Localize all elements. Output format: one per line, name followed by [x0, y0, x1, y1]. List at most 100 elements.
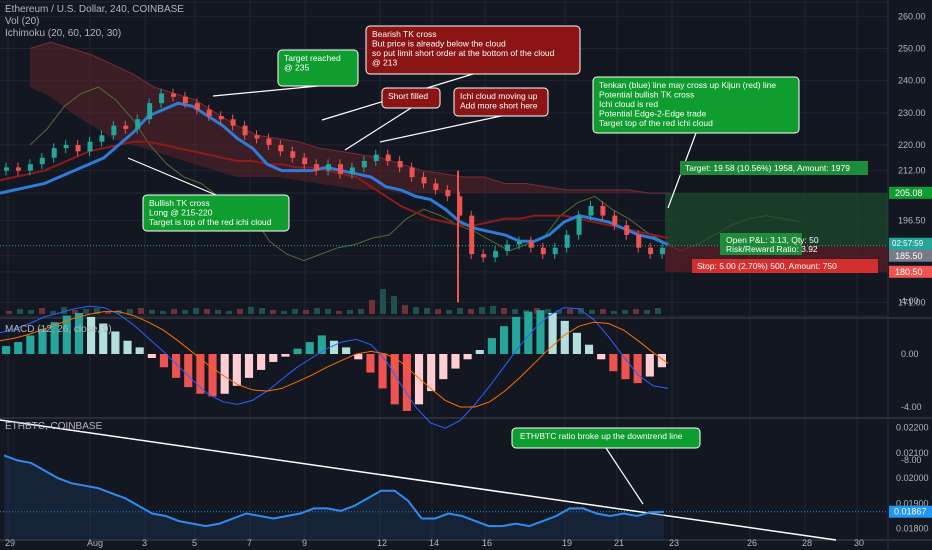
- pnl-label-text: Risk/Reward Ratio: 3.92: [726, 244, 818, 254]
- annotation-text: Ichi cloud moving up: [460, 91, 538, 101]
- volume-bar: [215, 310, 221, 314]
- macd-histogram-bar: [572, 332, 581, 354]
- candle-body: [397, 160, 403, 168]
- macd-histogram-bar: [111, 331, 120, 354]
- volume-bar: [259, 308, 265, 314]
- candle-body: [564, 234, 570, 248]
- volume-bar: [6, 311, 12, 314]
- macd-histogram-bar: [293, 348, 302, 354]
- candle-body: [314, 164, 320, 171]
- macd-y-tick: 4.00: [901, 296, 919, 306]
- x-tick: Aug: [87, 538, 103, 548]
- volume-bar: [512, 309, 518, 314]
- macd-histogram-bar: [584, 344, 594, 354]
- candle-body: [159, 93, 165, 104]
- price-tag-label: 205.08: [895, 188, 923, 198]
- candle-body: [39, 157, 45, 165]
- volume-bar: [61, 307, 67, 314]
- candle-body: [194, 103, 200, 110]
- x-tick: 29: [5, 538, 15, 548]
- annotation-text: But price is already below the cloud: [372, 39, 506, 49]
- candle-body: [660, 247, 666, 255]
- volume-bar: [556, 310, 562, 314]
- candle-body: [361, 160, 367, 168]
- volume-bar: [83, 309, 89, 314]
- x-tick: 26: [747, 538, 757, 548]
- volume-bar: [270, 310, 276, 314]
- volume-bar: [248, 307, 254, 314]
- macd-histogram-bar: [26, 335, 35, 354]
- countdown-label: 02:57:59: [892, 239, 924, 248]
- volume-bar: [611, 311, 617, 314]
- ethbtc-y-tick: 0.01800: [896, 524, 929, 534]
- macd-histogram-bar: [172, 354, 181, 378]
- annotation-text: Bullish TK cross: [149, 198, 210, 208]
- pnl-label-text: Open P&L: 3.13, Qty: 50: [726, 235, 819, 245]
- macd-histogram-bar: [536, 310, 545, 354]
- candle-body: [266, 138, 272, 145]
- ethbtc-y-tick: 0.01900: [896, 498, 929, 508]
- macd-histogram-bar: [220, 354, 229, 394]
- candle-body: [242, 125, 248, 136]
- candle-body: [4, 167, 9, 171]
- macd-histogram-bar: [597, 354, 606, 360]
- volume-bar: [589, 310, 595, 314]
- macd-histogram-bar: [657, 354, 666, 368]
- ethbtc-legend-wrap: ETHBTC, COINBASE: [5, 421, 102, 433]
- macd-histogram-bar: [99, 323, 108, 354]
- volume-bar: [567, 309, 573, 314]
- macd-histogram-bar: [475, 350, 484, 354]
- macd-histogram-bar: [414, 354, 424, 405]
- volume-bar: [391, 296, 397, 314]
- candle-body: [15, 167, 21, 171]
- macd-histogram-bar: [87, 316, 96, 354]
- annotation-pointer: [605, 447, 644, 505]
- ethbtc-line: [3, 454, 665, 528]
- volume-bar: [336, 311, 342, 314]
- macd-histogram-bar: [159, 354, 169, 368]
- ethbtc-y-tick: 0.02100: [896, 448, 929, 458]
- ethbtc-legend: ETHBTC, COINBASE: [5, 421, 103, 432]
- candle-body: [302, 157, 308, 165]
- candle-body: [552, 247, 558, 255]
- candle-body: [445, 189, 451, 197]
- volume-bar: [347, 310, 353, 314]
- candle-body: [51, 148, 57, 158]
- candle-body: [123, 125, 129, 129]
- volume-bar: [204, 309, 210, 314]
- candle-body: [75, 144, 81, 152]
- macd-histogram-bar: [354, 354, 363, 360]
- volume-bar: [292, 309, 298, 314]
- annotation-text: Target reached: [284, 53, 341, 63]
- target-label-bg: [680, 161, 868, 175]
- volume-bar: [325, 309, 331, 314]
- volume-bar: [490, 306, 496, 314]
- volume-bar: [28, 310, 34, 314]
- price-tag-bg: [889, 265, 932, 278]
- volume-bar: [105, 311, 111, 314]
- candle-body: [27, 164, 33, 171]
- volume-bar: [226, 311, 232, 314]
- x-tick: 12: [377, 538, 387, 548]
- volume-bar: [17, 309, 23, 314]
- annotation-text: so put limit short order at the bottom o…: [372, 48, 555, 58]
- macd-histogram-bar: [317, 335, 326, 354]
- candle-body: [290, 151, 296, 158]
- candle-body: [373, 154, 379, 161]
- candle-body: [278, 144, 284, 152]
- main-y-tick: 230.00: [898, 108, 926, 118]
- price-tag-bg: [889, 186, 932, 199]
- main-y-tick: 240.00: [898, 76, 926, 86]
- annotation-text: Add more short here: [460, 101, 538, 111]
- volume-bar: [655, 308, 661, 314]
- cloud-top-line: [29, 41, 670, 194]
- candle-body: [421, 177, 427, 184]
- main-y-tick: 212.00: [898, 166, 926, 176]
- macd-histogram-bar: [609, 354, 618, 372]
- volume-bar: [171, 309, 177, 314]
- candle-body: [349, 167, 355, 174]
- volume-bar: [446, 310, 452, 314]
- volume-bar: [424, 308, 430, 314]
- price-tag-bg: [889, 249, 932, 262]
